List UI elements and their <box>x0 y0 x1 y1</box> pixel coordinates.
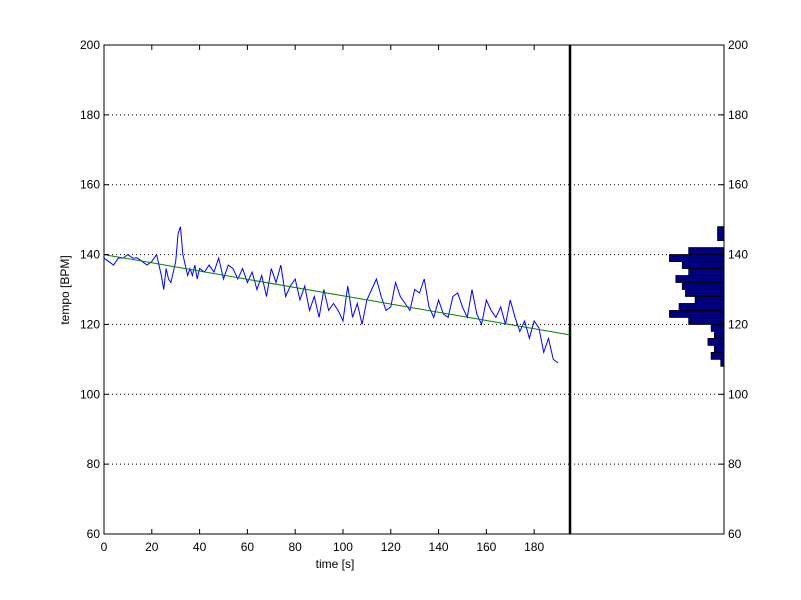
y-tick-label: 180 <box>80 108 100 122</box>
y-tick-label: 80 <box>87 457 101 471</box>
y-tick-label-right: 140 <box>728 248 748 262</box>
histogram-bar <box>720 358 725 367</box>
x-tick-label: 40 <box>193 540 207 554</box>
y-tick-label: 60 <box>87 527 101 541</box>
histogram-bar <box>694 296 725 304</box>
y-tick-labels-left: 60 80 100 120 140 160 180 200 <box>80 38 100 541</box>
histogram-bar <box>713 344 725 353</box>
y-tick-label-right: 180 <box>728 108 748 122</box>
y-tick-label-right: 80 <box>728 457 742 471</box>
histogram-bar <box>681 261 725 269</box>
x-tick-label: 100 <box>333 540 353 554</box>
histogram-bar <box>717 233 725 242</box>
histogram-bar <box>688 268 725 276</box>
y-tick-label-right: 120 <box>728 317 748 331</box>
histogram-bar <box>688 247 725 255</box>
y-tick-label-right: 60 <box>728 527 742 541</box>
histogram-bar <box>669 254 725 262</box>
histogram-bar <box>710 351 725 360</box>
histogram-bar <box>713 331 725 339</box>
series-layer <box>103 226 571 364</box>
x-tick-label: 120 <box>381 540 401 554</box>
histogram-bar <box>675 275 725 283</box>
trend-line <box>103 254 571 336</box>
x-tick-label: 160 <box>476 540 496 554</box>
x-tick-labels: 0 20 40 60 80 100 120 140 160 180 <box>101 540 545 554</box>
y-tick-label-right: 200 <box>728 38 748 52</box>
x-tick-label: 20 <box>145 540 159 554</box>
x-tick-label: 60 <box>241 540 255 554</box>
histogram-bar <box>707 337 725 346</box>
x-tick-label: 80 <box>288 540 302 554</box>
y-tick-label-right: 160 <box>728 178 748 192</box>
histogram-bar <box>717 226 725 235</box>
histogram-bar <box>669 310 725 318</box>
y-tick-label: 100 <box>80 387 100 401</box>
histogram-bars <box>669 226 725 367</box>
y-tick-label: 160 <box>80 178 100 192</box>
y-tick-labels-right: 60 80 100 120 140 160 180 200 <box>728 38 748 541</box>
y-tick-label: 200 <box>80 38 100 52</box>
y-tick-label-right: 100 <box>728 387 748 401</box>
x-tick-label: 0 <box>101 540 108 554</box>
histogram-bar <box>678 303 725 311</box>
y-axis-label: tempo [BPM] <box>58 255 72 324</box>
histogram-bar <box>681 282 725 290</box>
tempo-series-line <box>103 226 559 364</box>
histogram-bar <box>710 324 725 332</box>
x-tick-label: 180 <box>524 540 544 554</box>
tick-marks <box>103 44 724 535</box>
histogram-bar <box>688 317 725 325</box>
histogram-bar <box>685 289 725 297</box>
x-axis-label: time [s] <box>316 557 355 571</box>
y-tick-label: 140 <box>80 248 100 262</box>
y-tick-label: 120 <box>80 317 100 331</box>
x-tick-label: 140 <box>429 540 449 554</box>
